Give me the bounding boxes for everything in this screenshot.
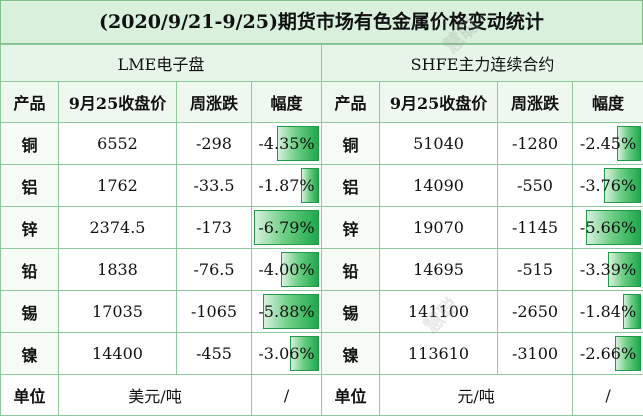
shfe-range-cell: -3.76%: [573, 165, 643, 207]
product-name: 锌: [1, 207, 59, 249]
shfe-weekly-change: -1145: [498, 207, 573, 249]
shfe-range-cell: -5.66%: [573, 207, 643, 249]
lme-range-cell: -1.87%: [252, 165, 322, 207]
shfe-weekly-change: -550: [498, 165, 573, 207]
lme-weekly-change: -33.5: [177, 165, 252, 207]
shfe-close-price: 141100: [380, 291, 498, 333]
table-row: 铝 1762 -33.5 -1.87% 铝 14090 -550 -3.76%: [1, 165, 643, 207]
product-name: 锡: [322, 291, 380, 333]
shfe-weekly-change: -515: [498, 249, 573, 291]
shfe-range-pct: -2.66%: [580, 344, 636, 363]
lme-weekly-change: -1065: [177, 291, 252, 333]
lme-range-cell: -4.35%: [252, 123, 322, 165]
shfe-range-pct: -5.66%: [580, 218, 636, 237]
table-row: 锌 2374.5 -173 -6.79% 锌 19070 -1145 -5.66…: [1, 207, 643, 249]
lme-range-cell: -3.06%: [252, 333, 322, 375]
lme-section-header: LME电子盘: [1, 45, 322, 82]
shfe-section-header: SHFE主力连续合约: [322, 45, 643, 82]
product-name: 铝: [322, 165, 380, 207]
price-change-table: LME电子盘 SHFE主力连续合约 产品 9月25收盘价 周涨跌 幅度 产品 9…: [0, 44, 643, 416]
lme-close-price: 14400: [59, 333, 177, 375]
lme-range-pct: -1.87%: [258, 176, 314, 195]
col-header-weekly-change: 周涨跌: [177, 82, 252, 123]
lme-range-cell: -6.79%: [252, 207, 322, 249]
product-name: 铜: [322, 123, 380, 165]
section-header-row: LME电子盘 SHFE主力连续合约: [1, 45, 643, 82]
product-name: 镍: [322, 333, 380, 375]
lme-range-cell: -4.00%: [252, 249, 322, 291]
col-header-range: 幅度: [573, 82, 643, 123]
product-name: 铅: [1, 249, 59, 291]
lme-weekly-change: -455: [177, 333, 252, 375]
lme-range-pct: -4.00%: [258, 260, 314, 279]
shfe-range-cell: -2.45%: [573, 123, 643, 165]
product-name: 镍: [1, 333, 59, 375]
product-name: 铝: [1, 165, 59, 207]
shfe-weekly-change: -2650: [498, 291, 573, 333]
unit-label: 单位: [322, 375, 380, 416]
product-name: 锌: [322, 207, 380, 249]
lme-range-pct: -6.79%: [258, 218, 314, 237]
lme-close-price: 1762: [59, 165, 177, 207]
shfe-range-pct: -3.76%: [580, 176, 636, 195]
shfe-range-pct: -2.45%: [580, 134, 636, 153]
lme-weekly-change: -173: [177, 207, 252, 249]
shfe-range-pct: -3.39%: [580, 260, 636, 279]
lme-weekly-change: -76.5: [177, 249, 252, 291]
shfe-weekly-change: -1280: [498, 123, 573, 165]
lme-close-price: 1838: [59, 249, 177, 291]
unit-label: 单位: [1, 375, 59, 416]
shfe-close-price: 14695: [380, 249, 498, 291]
lme-range-pct: -4.35%: [258, 134, 314, 153]
shfe-range-pct: -1.84%: [580, 302, 636, 321]
col-header-weekly-change: 周涨跌: [498, 82, 573, 123]
lme-weekly-change: -298: [177, 123, 252, 165]
table-row: 锡 17035 -1065 -5.88% 锡 141100 -2650 -1.8…: [1, 291, 643, 333]
shfe-range-cell: -3.39%: [573, 249, 643, 291]
lme-close-price: 17035: [59, 291, 177, 333]
product-name: 铜: [1, 123, 59, 165]
lme-close-price: 6552: [59, 123, 177, 165]
table-row: 铜 6552 -298 -4.35% 铜 51040 -1280 -2.45%: [1, 123, 643, 165]
product-name: 铅: [322, 249, 380, 291]
col-header-product: 产品: [1, 82, 59, 123]
lme-close-price: 2374.5: [59, 207, 177, 249]
shfe-range-cell: -2.66%: [573, 333, 643, 375]
col-header-close: 9月25收盘价: [59, 82, 177, 123]
lme-range-pct: -5.88%: [258, 302, 314, 321]
shfe-weekly-change: -3100: [498, 333, 573, 375]
shfe-range-cell: -1.84%: [573, 291, 643, 333]
lme-unit-slash: /: [252, 375, 322, 416]
page-title: (2020/9/21-9/25)期货市场有色金属价格变动统计: [0, 0, 643, 44]
shfe-unit-slash: /: [573, 375, 643, 416]
col-header-product: 产品: [322, 82, 380, 123]
column-header-row: 产品 9月25收盘价 周涨跌 幅度 产品 9月25收盘价 周涨跌 幅度: [1, 82, 643, 123]
table-row: 铅 1838 -76.5 -4.00% 铅 14695 -515 -3.39%: [1, 249, 643, 291]
unit-row: 单位 美元/吨 / 单位 元/吨 /: [1, 375, 643, 416]
lme-unit: 美元/吨: [59, 375, 252, 416]
lme-range-cell: -5.88%: [252, 291, 322, 333]
shfe-close-price: 113610: [380, 333, 498, 375]
shfe-close-price: 19070: [380, 207, 498, 249]
shfe-unit: 元/吨: [380, 375, 573, 416]
table-row: 镍 14400 -455 -3.06% 镍 113610 -3100 -2.66…: [1, 333, 643, 375]
lme-range-pct: -3.06%: [258, 344, 314, 363]
col-header-range: 幅度: [252, 82, 322, 123]
shfe-close-price: 51040: [380, 123, 498, 165]
shfe-close-price: 14090: [380, 165, 498, 207]
col-header-close: 9月25收盘价: [380, 82, 498, 123]
product-name: 锡: [1, 291, 59, 333]
